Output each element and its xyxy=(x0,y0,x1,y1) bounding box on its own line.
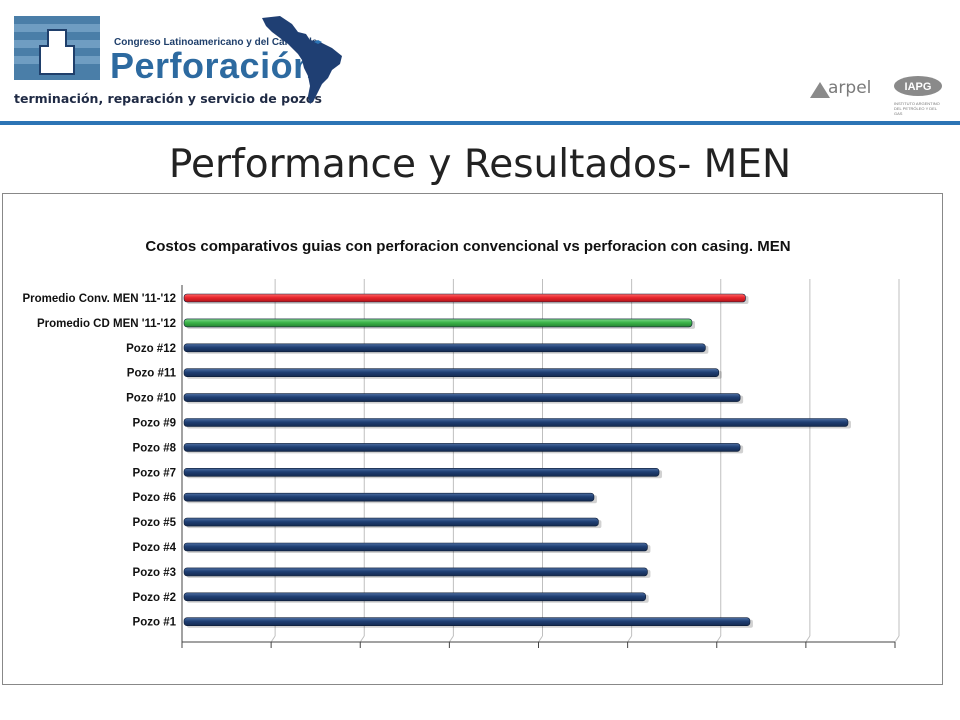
bar xyxy=(183,393,741,402)
bar xyxy=(183,293,746,303)
category-label: Pozo #4 xyxy=(133,542,177,554)
bar xyxy=(183,567,648,577)
iapg-logo-text: IAPG xyxy=(905,81,932,93)
gridline-floor xyxy=(716,635,722,643)
gridline-floor xyxy=(448,635,454,643)
arpel-logo-text: arpel xyxy=(828,78,872,98)
category-label: Pozo #5 xyxy=(133,517,177,529)
chart-frame: Costos comparativos guias con perforacio… xyxy=(2,193,943,685)
bar xyxy=(183,492,595,502)
category-label: Pozo #10 xyxy=(126,393,176,405)
category-label: Pozo #9 xyxy=(133,418,176,430)
bar xyxy=(183,318,693,328)
bar xyxy=(183,368,720,377)
bar xyxy=(183,443,741,452)
gridline-floor xyxy=(805,635,811,643)
gridline-floor xyxy=(359,635,365,643)
category-label: Pozo #12 xyxy=(126,343,176,355)
gridline-floor xyxy=(894,635,900,643)
brand-tagline: terminación, reparación y servicio de po… xyxy=(14,91,322,106)
iapg-subtitle: INSTITUTO ARGENTINO DEL PETRÓLEO Y DEL G… xyxy=(894,101,940,116)
gridline-floor xyxy=(538,635,543,643)
category-label: Pozo #11 xyxy=(127,368,177,380)
bar xyxy=(183,343,706,353)
arpel-logo-icon xyxy=(810,82,830,98)
slide-header: Congreso Latinoamericano y del Caribe de… xyxy=(0,0,960,122)
iapg-logo-icon: IAPG xyxy=(894,76,942,96)
latin-america-map-icon xyxy=(262,16,342,104)
congress-logo-icon xyxy=(14,16,100,80)
gridline-floor xyxy=(270,635,276,643)
category-label: Pozo #2 xyxy=(133,592,176,604)
category-label: Pozo #6 xyxy=(133,492,176,504)
header-divider xyxy=(0,121,960,125)
bar xyxy=(183,617,751,627)
category-label: Promedio CD MEN '11-'12 xyxy=(37,318,176,330)
bar-chart: Costos comparativos guias con perforacio… xyxy=(22,238,900,648)
category-label: Pozo #1 xyxy=(133,617,177,629)
bar xyxy=(183,592,646,602)
brand-subtitle: Congreso Latinoamericano y del Caribe de xyxy=(114,37,318,48)
bar xyxy=(183,467,660,477)
gridline-floor xyxy=(627,635,633,643)
category-label: Pozo #3 xyxy=(133,567,176,579)
bar xyxy=(183,418,849,427)
category-label: Pozo #7 xyxy=(133,467,176,479)
bar xyxy=(183,517,599,527)
slide-title: Performance y Resultados- MEN xyxy=(168,142,792,187)
category-label: Promedio Conv. MEN '11-'12 xyxy=(22,293,176,305)
category-label: Pozo #8 xyxy=(133,442,177,454)
brand-name: Perforación xyxy=(110,45,316,86)
bar xyxy=(183,542,648,552)
chart-title: Costos comparativos guias con perforacio… xyxy=(145,238,790,255)
